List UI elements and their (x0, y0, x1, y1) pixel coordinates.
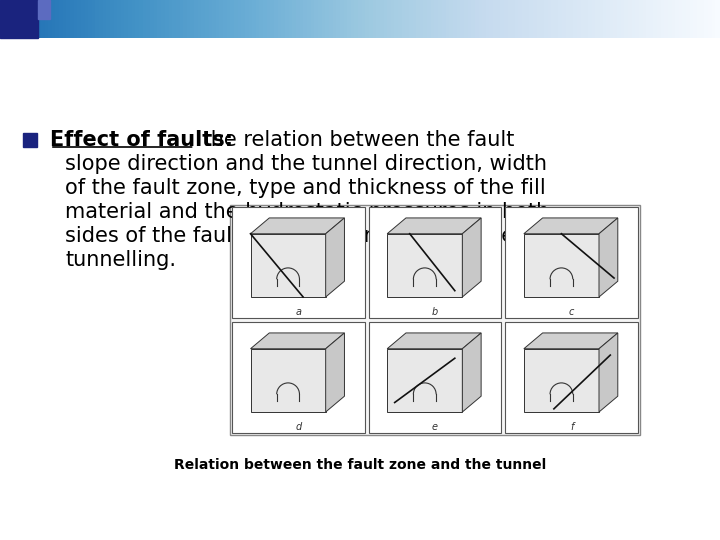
Polygon shape (524, 218, 618, 234)
Polygon shape (462, 218, 481, 297)
Text: b: b (432, 307, 438, 317)
Bar (369, 207, 501, 318)
Polygon shape (387, 333, 481, 349)
Polygon shape (387, 218, 481, 234)
Text: d: d (295, 422, 302, 432)
Bar (387, 349, 462, 412)
Bar (23, 133, 37, 147)
Text: of the fault zone, type and thickness of the fill: of the fault zone, type and thickness of… (65, 178, 546, 198)
Text: tunnelling.: tunnelling. (65, 250, 176, 270)
Bar (369, 322, 501, 433)
Text: f: f (570, 422, 573, 432)
Polygon shape (599, 218, 618, 297)
Polygon shape (251, 218, 344, 234)
Text: e: e (432, 422, 438, 432)
Polygon shape (251, 333, 344, 349)
Bar (524, 234, 599, 297)
Text: Relation between the fault zone and the tunnel: Relation between the fault zone and the … (174, 458, 546, 472)
Text: material and the hydrostatic pressures in both: material and the hydrostatic pressures i… (65, 202, 549, 222)
Polygon shape (462, 333, 481, 412)
Text: sides of the fault are some problems in the: sides of the fault are some problems in … (65, 226, 514, 246)
Polygon shape (524, 333, 618, 349)
Polygon shape (325, 218, 344, 297)
Text: c: c (569, 307, 575, 317)
Bar (505, 322, 638, 433)
Bar (232, 322, 364, 433)
Polygon shape (325, 333, 344, 412)
Text: Effect of faults:: Effect of faults: (50, 130, 233, 150)
Bar (387, 234, 462, 297)
Bar (505, 207, 638, 318)
Bar (524, 349, 599, 412)
Bar (0, 0, 38, 38)
Bar (38, 0, 50, 19)
Bar (232, 207, 364, 318)
Text: a: a (295, 307, 302, 317)
Bar (230, 205, 640, 435)
Bar (251, 349, 325, 412)
Text: slope direction and the tunnel direction, width: slope direction and the tunnel direction… (65, 154, 547, 174)
Polygon shape (599, 333, 618, 412)
Text: the relation between the fault: the relation between the fault (197, 130, 515, 150)
Bar (251, 234, 325, 297)
